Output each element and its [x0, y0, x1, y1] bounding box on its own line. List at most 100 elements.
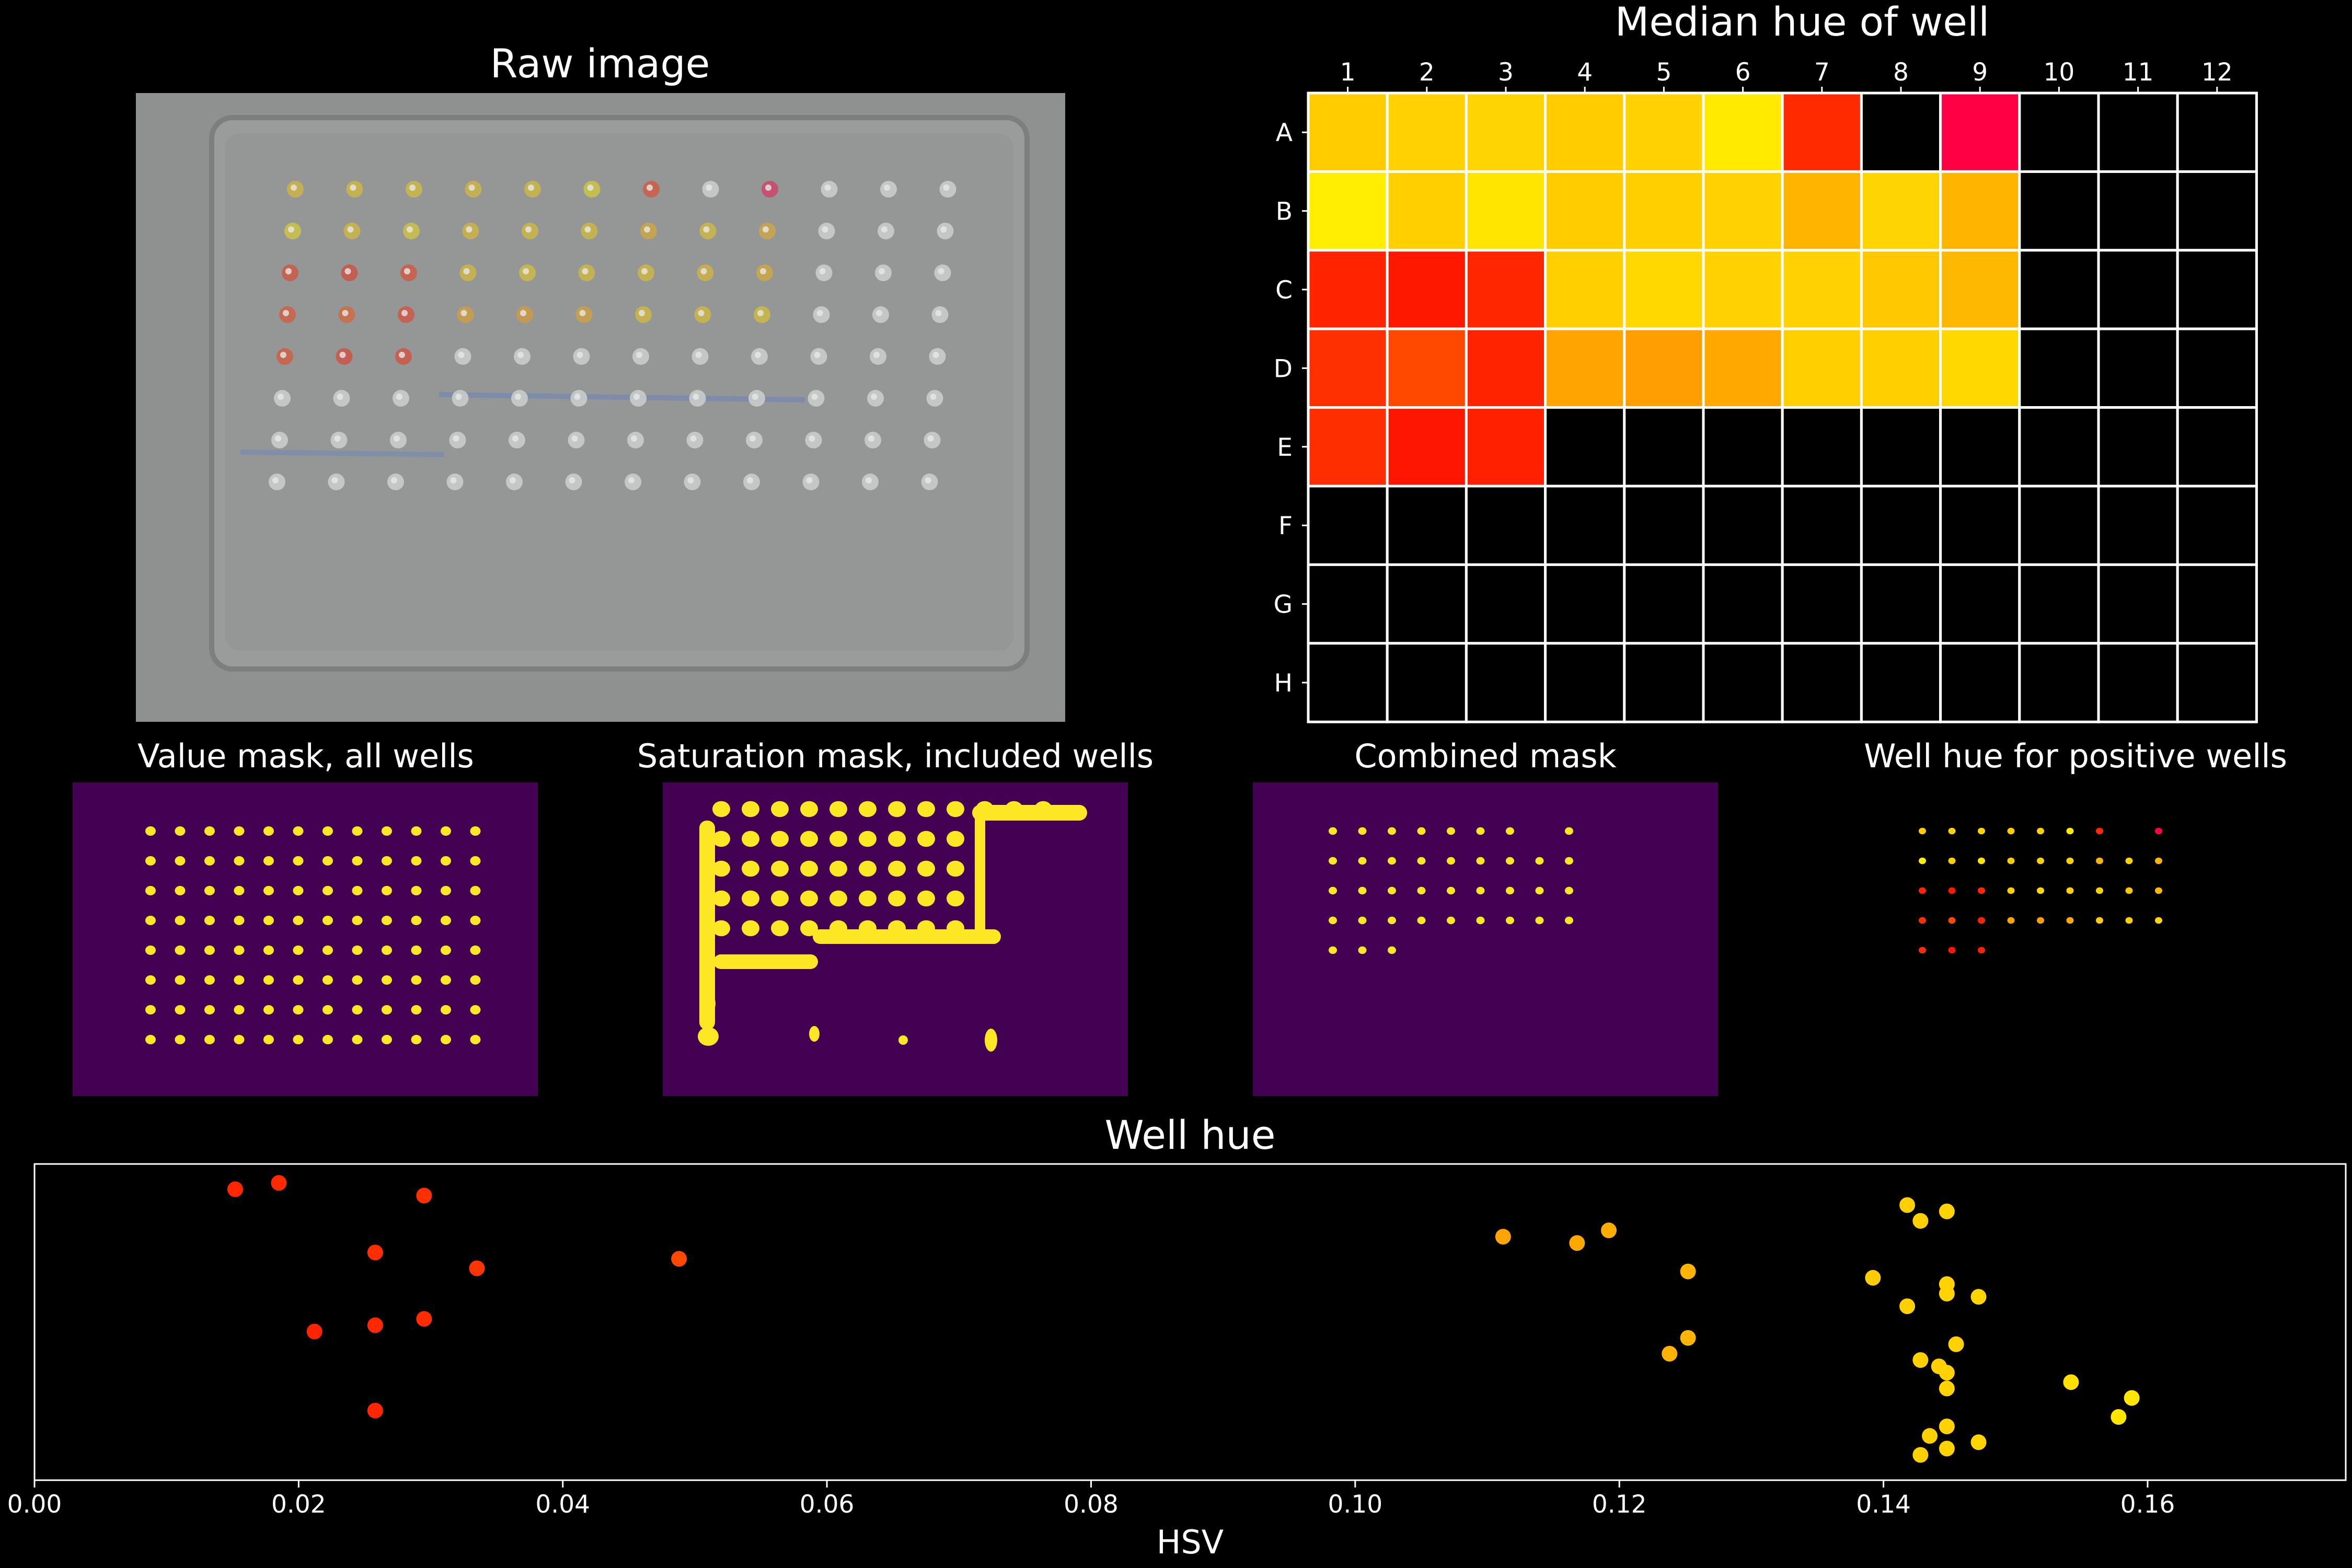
scatter-points [227, 1175, 2140, 1463]
raw-well-glint [525, 226, 532, 233]
raw-well-glint [528, 185, 534, 191]
mask-well [1417, 857, 1426, 865]
mask-well [352, 975, 363, 985]
mask-well [1978, 857, 1985, 864]
mask-well [800, 831, 818, 847]
scatter-point [1939, 1203, 1955, 1219]
mask-well [293, 946, 304, 955]
scatter-point [1912, 1352, 1929, 1368]
mask-well [1919, 827, 1926, 835]
heatmap-cell [1860, 642, 1942, 723]
heatmap-cell [2097, 170, 2179, 252]
mask-well [382, 1035, 392, 1044]
mask-well [293, 1005, 304, 1014]
mask-well [2155, 827, 2162, 835]
raw-well-glint [871, 394, 877, 400]
heatmap-cell [1307, 170, 1389, 252]
scatter-point [1495, 1229, 1511, 1245]
mask-well [2007, 887, 2015, 894]
mask-well [2007, 827, 2015, 835]
raw-well-glint [331, 477, 338, 483]
scatter-point [1948, 1336, 1964, 1352]
raw-well-glint [935, 310, 942, 316]
mask-well [441, 1005, 451, 1014]
raw-well-glint [582, 268, 589, 274]
mask-well [382, 975, 392, 985]
mask-well [1388, 827, 1396, 835]
mask-well [2037, 917, 2044, 924]
mask-well [204, 1035, 215, 1044]
raw-well-glint [407, 226, 413, 233]
mask-well [352, 1035, 363, 1044]
heatmap-cell [2018, 327, 2100, 409]
heatmap-col-label: 2 [1419, 58, 1435, 87]
mask-well [470, 946, 481, 955]
raw-well-glint [391, 477, 397, 483]
heatmap-cell [2097, 406, 2179, 488]
heatmap-cell [2018, 406, 2100, 488]
mask-well [829, 831, 847, 847]
mask-well [1565, 857, 1573, 865]
combined-mask [1253, 782, 1718, 1096]
mask-well [441, 856, 451, 866]
heatmap-cell [2097, 563, 2179, 645]
heatmap-col-label: 4 [1577, 58, 1593, 87]
mask-well [800, 920, 818, 937]
mask-well [2007, 917, 2015, 924]
mask-well [1948, 887, 1956, 894]
heatmap-cell [2176, 327, 2258, 409]
raw-well-glint [283, 310, 289, 316]
mask-well [771, 831, 789, 847]
mask-well [441, 916, 451, 925]
heatmap-cell [1623, 170, 1705, 252]
raw-well-glint [278, 394, 284, 400]
scatter-x-tick-label: 0.14 [1856, 1490, 1911, 1519]
mask-well [1329, 857, 1337, 865]
heatmap-row-label: G [1274, 591, 1293, 619]
mask-well [1476, 886, 1485, 895]
mask-well [888, 860, 906, 877]
mask-well [1388, 857, 1396, 865]
raw-well-glint [463, 268, 470, 274]
heatmap-cell [1860, 249, 1942, 330]
mask-well [175, 1035, 186, 1044]
mask-well [293, 886, 304, 895]
mask-well [1329, 946, 1337, 954]
mask-well [888, 831, 906, 847]
mask-well [382, 1005, 392, 1014]
mask-well [263, 1005, 274, 1014]
raw-well-glint [690, 435, 697, 442]
scatter-x-tick-label: 0.08 [1064, 1490, 1119, 1519]
scatter-point [416, 1187, 432, 1204]
raw-well-glint [747, 477, 753, 483]
raw-well-glint [571, 435, 578, 442]
heatmap-cell [1623, 249, 1705, 330]
scatter-x-label: HSV [1157, 1523, 1224, 1561]
raw-well-glint [285, 268, 292, 274]
heatmap-cell [1623, 91, 1705, 173]
mask-well [263, 886, 274, 895]
mask-well [1506, 857, 1514, 865]
scatter-point [306, 1323, 322, 1340]
mask-well [234, 826, 245, 836]
raw-well-glint [334, 435, 341, 442]
mask-well [382, 826, 392, 836]
mask-well [2096, 917, 2103, 924]
heatmap-cell [1307, 642, 1389, 723]
mask-well [917, 801, 935, 817]
heatmap-cell [1465, 642, 1547, 723]
mask-well [1565, 827, 1573, 835]
heatmap-cell [2018, 642, 2100, 723]
mask-well [2066, 917, 2074, 924]
heatmap-cell [1465, 563, 1547, 645]
mask-well [145, 856, 156, 866]
mask-well [175, 946, 186, 955]
heatmap-cell [1544, 249, 1626, 330]
heatmap-cell [1544, 327, 1626, 409]
mask-well [2125, 857, 2133, 864]
raw-well-glint [873, 352, 880, 358]
raw-well-glint [275, 435, 281, 442]
heatmap-cell [1702, 406, 1784, 488]
heatmap-cell [1386, 249, 1468, 330]
